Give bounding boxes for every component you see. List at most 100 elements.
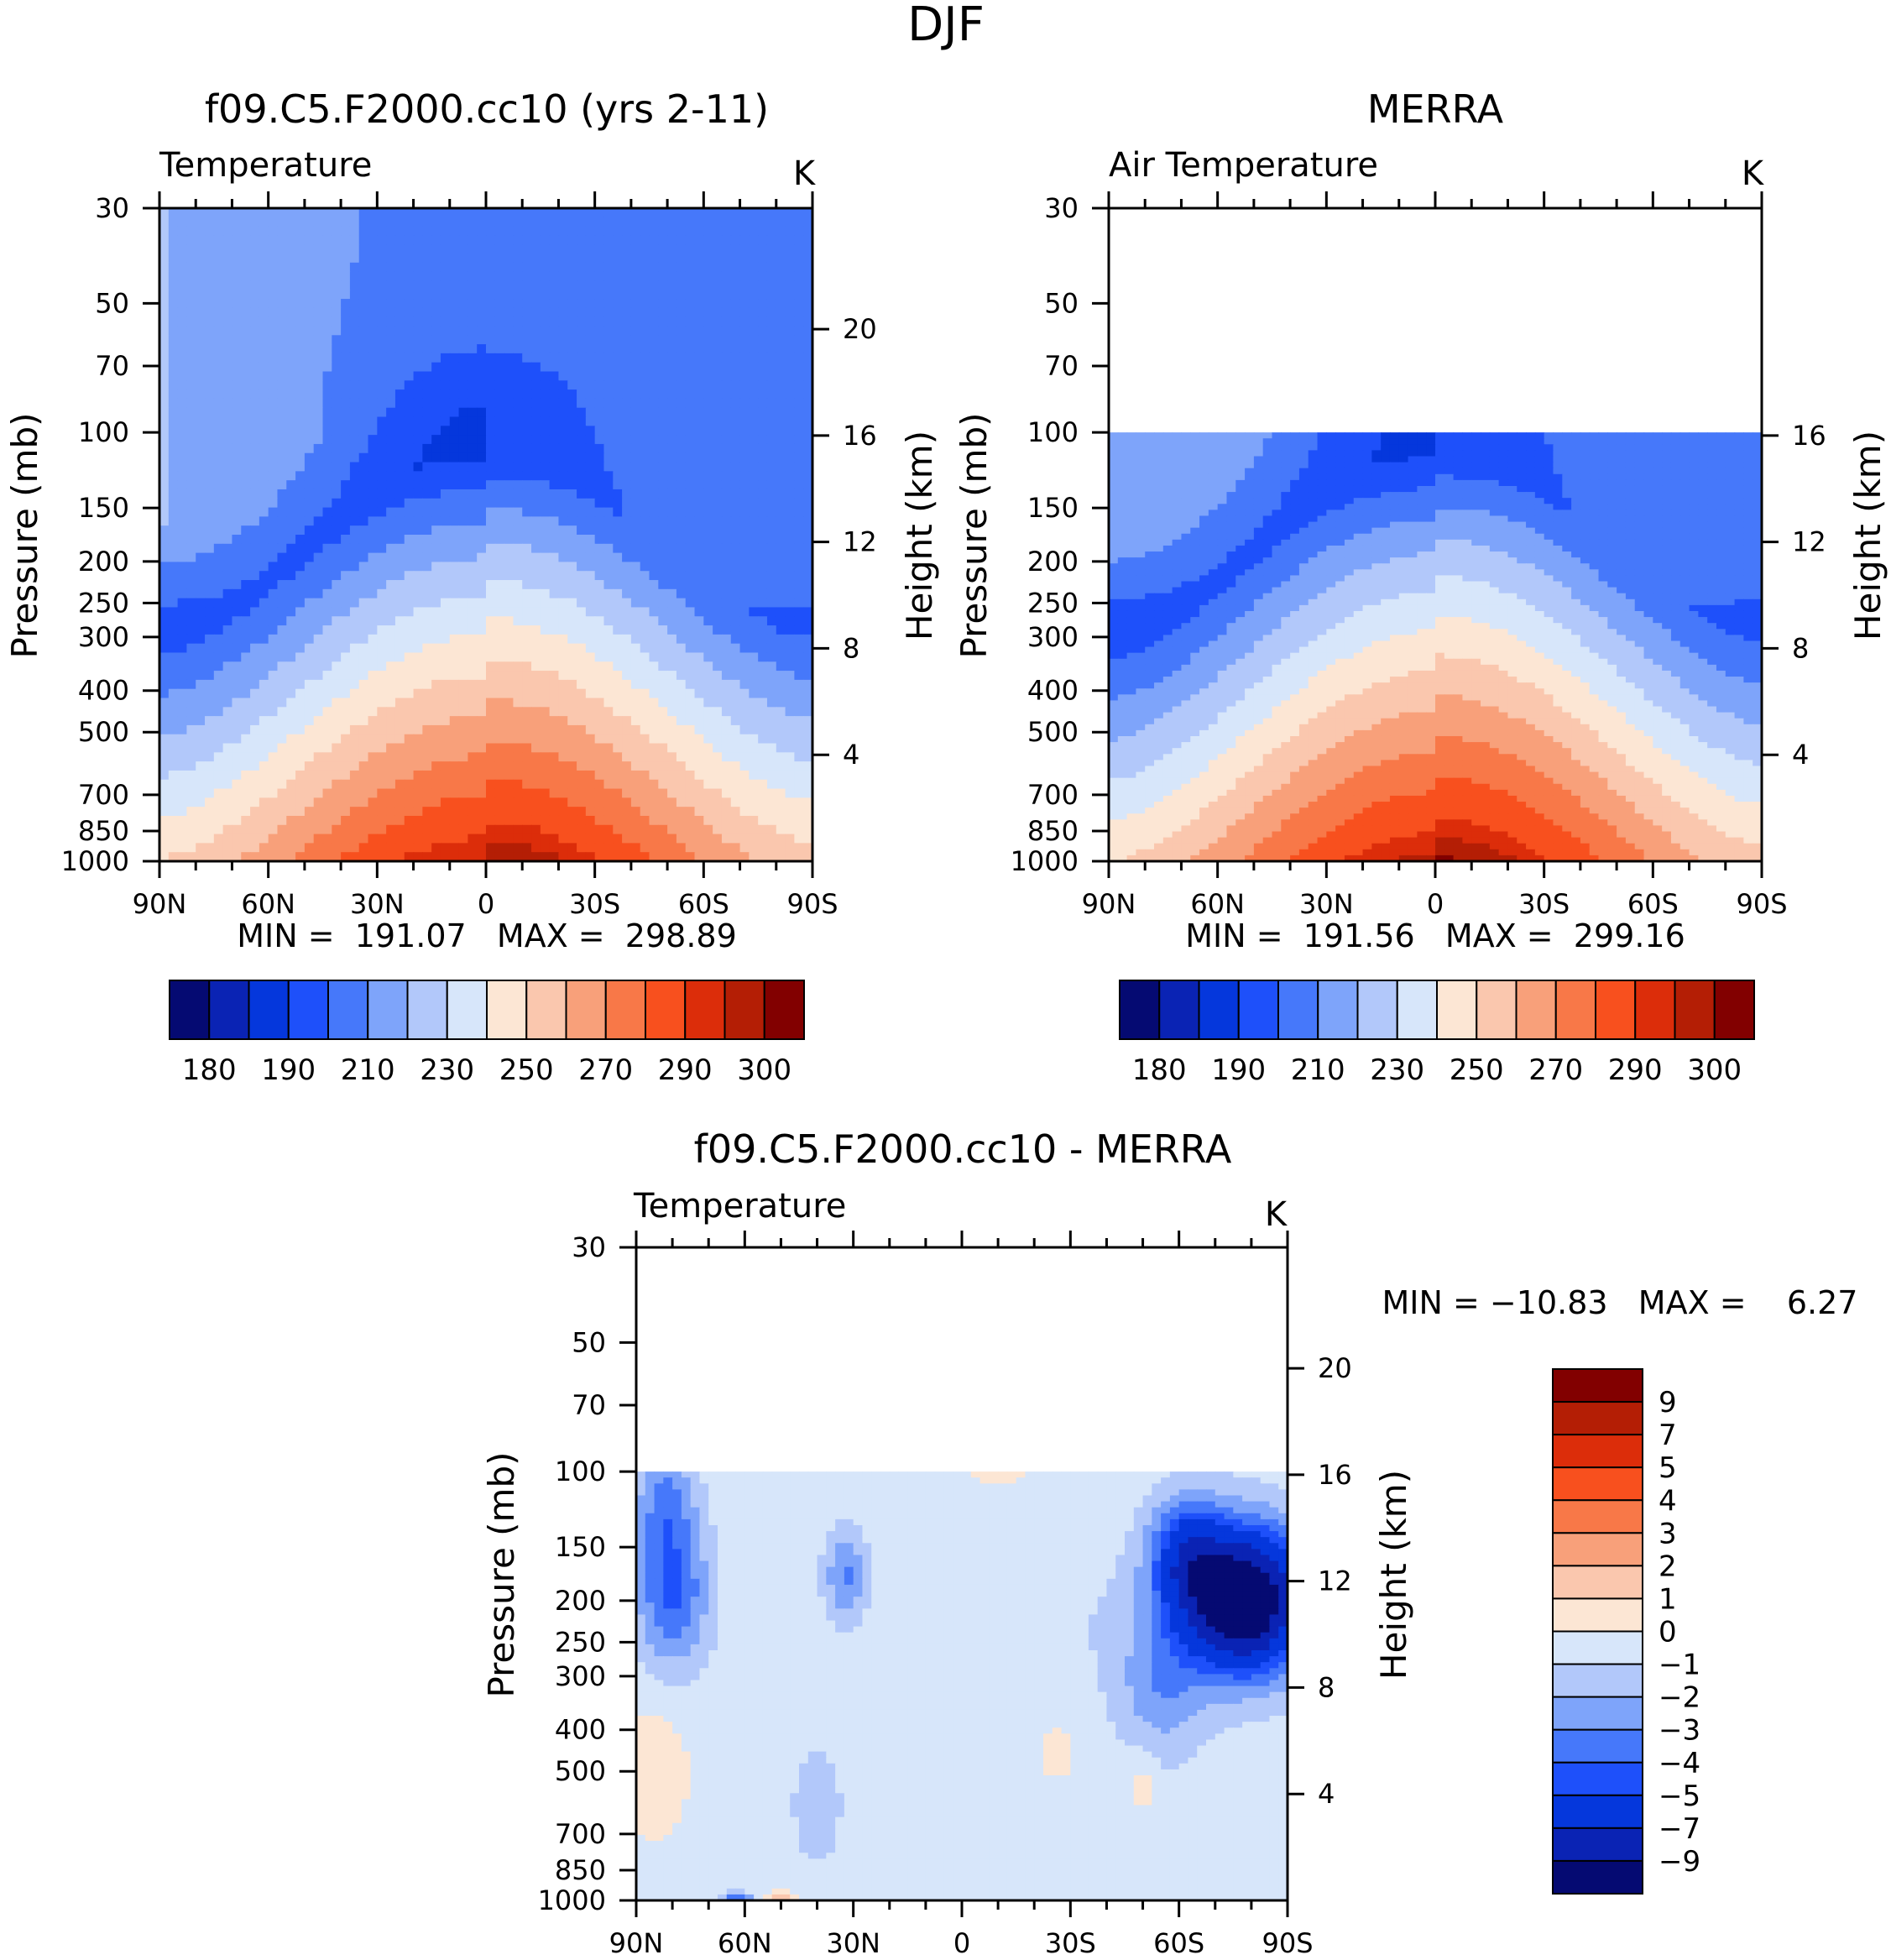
- model-field-cell: [766, 389, 777, 400]
- model-field-cell: [377, 535, 387, 545]
- model-field-cell: [622, 507, 632, 517]
- model-field-cell: [159, 326, 170, 336]
- model-field-cell: [250, 398, 260, 409]
- model-field-cell: [694, 634, 704, 645]
- model-field-cell: [241, 489, 251, 499]
- model-field-cell: [522, 752, 532, 762]
- model-field-cell: [168, 788, 179, 798]
- model-field-cell: [449, 498, 460, 509]
- model-field-cell: [577, 371, 587, 381]
- model-field-cell: [713, 462, 723, 472]
- model-field-cell: [630, 253, 641, 264]
- model-field-cell: [468, 435, 478, 445]
- model-field-cell: [205, 797, 215, 808]
- model-field-cell: [259, 208, 269, 218]
- model-field-cell: [413, 217, 423, 227]
- model-field-cell: [667, 471, 677, 481]
- model-field-cell: [304, 371, 315, 381]
- model-field-cell: [205, 353, 215, 363]
- model-field-cell: [313, 788, 324, 798]
- model-field-cell: [549, 426, 560, 436]
- model-field-cell: [449, 734, 460, 745]
- model-field-cell: [377, 824, 387, 835]
- model-field-cell: [649, 480, 659, 490]
- model-field-cell: [205, 535, 215, 545]
- model-field-cell: [685, 552, 696, 563]
- model-field-cell: [332, 588, 342, 599]
- model-field-cell: [730, 788, 741, 798]
- model-field-cell: [504, 815, 515, 826]
- model-field-cell: [449, 698, 460, 708]
- model-field-cell: [685, 208, 696, 218]
- model-field-cell: [250, 516, 260, 526]
- model-field-cell: [368, 307, 378, 318]
- model-field-cell: [658, 480, 668, 490]
- model-field-cell: [585, 307, 596, 318]
- model-field-cell: [304, 761, 315, 771]
- model-field-cell: [449, 688, 460, 699]
- model-field-cell: [241, 290, 251, 300]
- model-field-cell: [567, 671, 577, 681]
- model-field-cell: [250, 770, 260, 781]
- model-field-cell: [577, 452, 587, 463]
- model-field-cell: [394, 779, 405, 790]
- model-field-cell: [431, 353, 441, 363]
- model-field-cell: [232, 462, 242, 472]
- model-field-cell: [449, 244, 460, 254]
- model-field-cell: [613, 407, 623, 418]
- model-field-cell: [803, 543, 813, 554]
- model-field-cell: [386, 779, 396, 790]
- model-field-cell: [177, 435, 188, 445]
- model-field-cell: [540, 389, 551, 400]
- model-field-cell: [522, 371, 532, 381]
- model-field-cell: [232, 535, 242, 545]
- model-field-cell: [413, 452, 423, 463]
- model-field-cell: [241, 797, 251, 808]
- model-field-cell: [413, 588, 423, 599]
- model-field-cell: [268, 326, 279, 336]
- model-field-cell: [241, 834, 251, 844]
- model-field-cell: [721, 290, 732, 300]
- model-field-cell: [304, 661, 315, 672]
- model-field-cell: [685, 525, 696, 536]
- model-field-cell: [349, 661, 360, 672]
- model-field-cell: [394, 316, 405, 327]
- model-field-cell: [341, 299, 351, 309]
- model-field-cell: [241, 507, 251, 517]
- model-field-cell: [268, 516, 279, 526]
- model-field-cell: [676, 480, 687, 490]
- model-field-cell: [422, 688, 432, 699]
- model-field-cell: [630, 588, 641, 599]
- model-field-cell: [422, 824, 432, 835]
- model-field-cell: [567, 652, 577, 662]
- model-field-cell: [368, 435, 378, 445]
- model-field-cell: [622, 353, 632, 363]
- model-field-cell: [713, 426, 723, 436]
- model-field-cell: [540, 426, 551, 436]
- model-field-cell: [213, 335, 224, 345]
- model-field-cell: [694, 724, 704, 735]
- model-field-cell: [477, 797, 487, 808]
- model-field-cell: [730, 335, 741, 345]
- model-field-cell: [368, 480, 378, 490]
- model-field-cell: [486, 625, 496, 635]
- model-field-cell: [640, 416, 650, 426]
- model-field-cell: [603, 770, 614, 781]
- model-field-cell: [694, 734, 704, 745]
- model-field-cell: [622, 362, 632, 373]
- model-field-cell: [159, 671, 170, 681]
- model-field-cell: [186, 326, 196, 336]
- model-field-cell: [241, 217, 251, 227]
- model-field-cell: [259, 416, 269, 426]
- model-field-cell: [630, 235, 641, 245]
- model-field-cell: [358, 235, 369, 245]
- model-field-cell: [739, 426, 750, 436]
- model-field-cell: [703, 380, 713, 390]
- model-field-cell: [250, 761, 260, 771]
- model-field-cell: [577, 443, 587, 454]
- model-field-cell: [304, 253, 315, 264]
- model-field-cell: [694, 607, 704, 617]
- model-field-cell: [440, 452, 451, 463]
- model-field-cell: [304, 462, 315, 472]
- model-field-cell: [168, 371, 179, 381]
